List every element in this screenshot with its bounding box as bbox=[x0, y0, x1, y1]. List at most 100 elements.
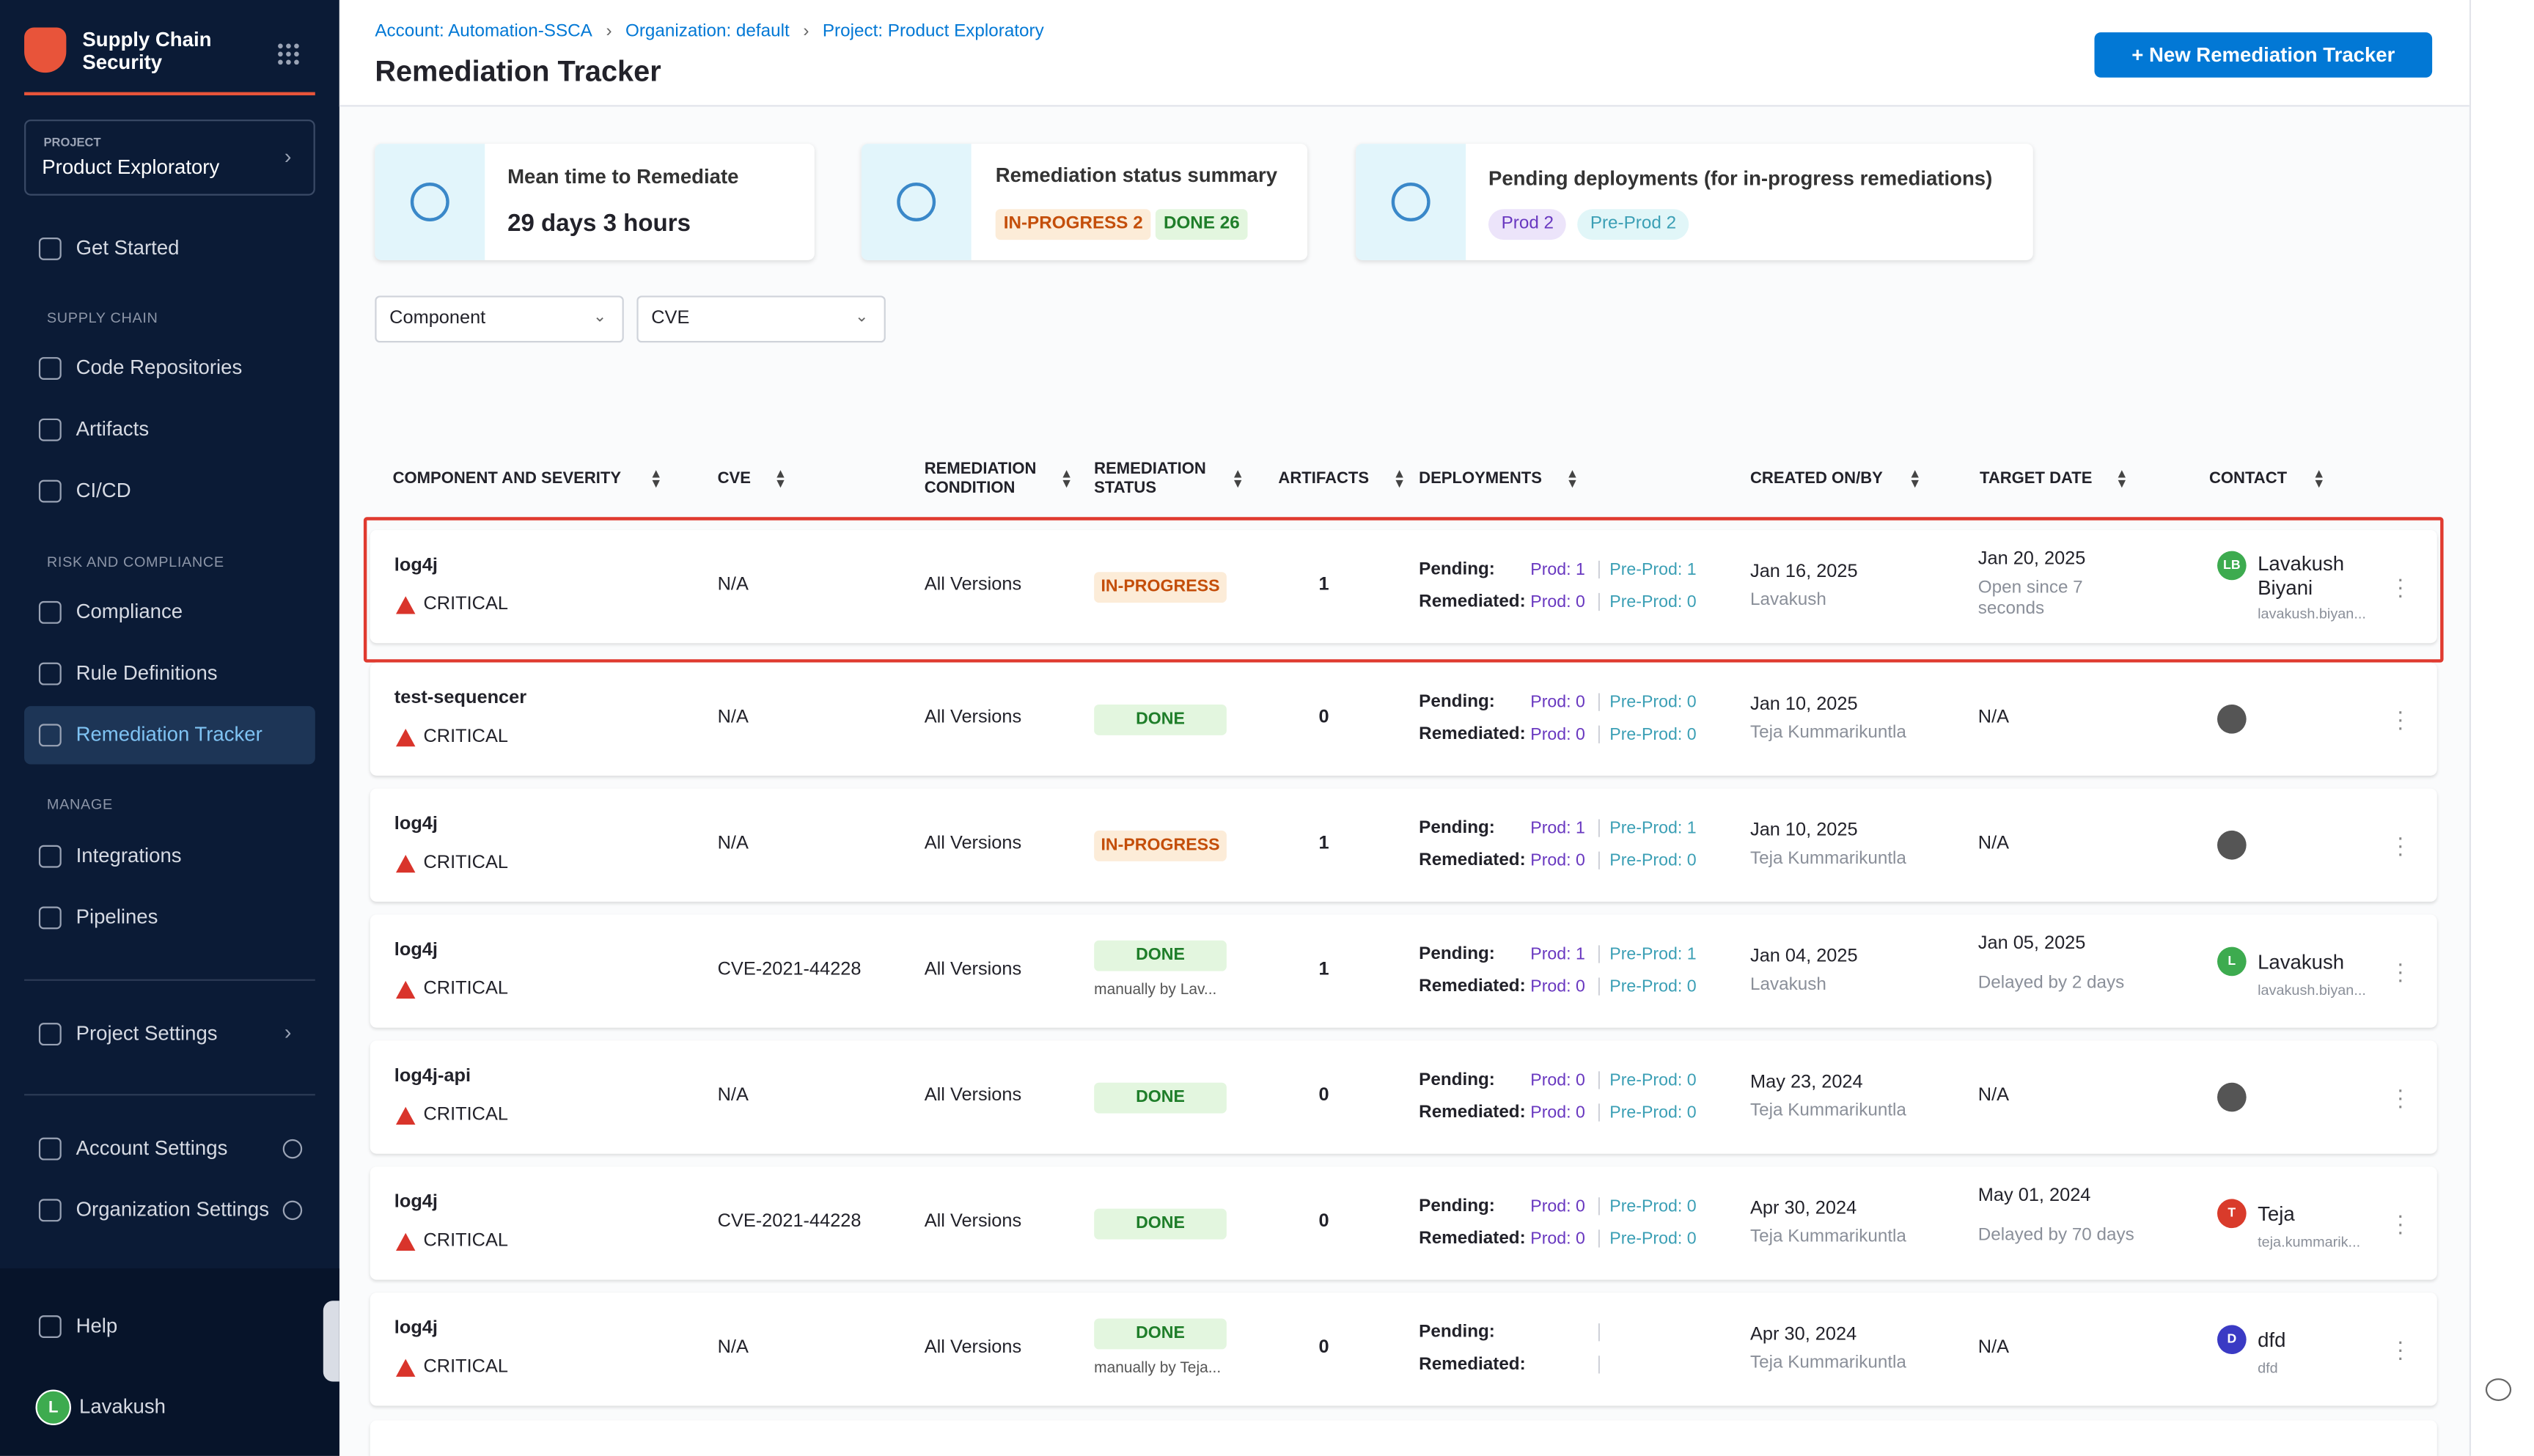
new-button[interactable]: + New Remediation Tracker bbox=[2094, 32, 2433, 78]
remediated-label: Remediated: bbox=[1419, 850, 1526, 870]
table-row bbox=[370, 788, 2437, 902]
preprod-count: Pre-Prod: 0 bbox=[1609, 977, 1697, 997]
sort-icon[interactable]: ▲ ▼ bbox=[2313, 466, 2326, 492]
chat-icon[interactable] bbox=[2485, 1378, 2512, 1401]
filter-label: CVE bbox=[651, 309, 690, 328]
apps-dot bbox=[286, 43, 291, 49]
sort-icon[interactable]: ▲ ▼ bbox=[774, 466, 787, 492]
breadcrumb[interactable]: Account: Automation-SSCA bbox=[375, 21, 592, 41]
prod-count: Prod: 1 bbox=[1530, 560, 1585, 580]
card-title: Mean time to Remediate bbox=[507, 165, 739, 188]
preprod-count: Pre-Prod: 0 bbox=[1609, 1103, 1697, 1123]
deploy-sep bbox=[1598, 1229, 1601, 1248]
target-date: N/A bbox=[1977, 1086, 2010, 1106]
created-by: Teja Kummarikuntla bbox=[1750, 1100, 1906, 1121]
icon-ring bbox=[897, 183, 936, 221]
row-menu[interactable]: · · · bbox=[2396, 1328, 2404, 1369]
preprod-count: Pre-Prod: 1 bbox=[1609, 560, 1697, 580]
row-menu[interactable]: · · · bbox=[2396, 823, 2404, 866]
nav-section: MANAGE bbox=[46, 795, 113, 812]
row-menu[interactable]: · · · bbox=[2396, 949, 2404, 992]
nav-icon bbox=[38, 237, 62, 260]
deploy-sep bbox=[1598, 851, 1601, 869]
severity-icon bbox=[395, 1106, 416, 1125]
nav-item[interactable]: Account Settings bbox=[76, 1136, 228, 1160]
severity-icon bbox=[395, 1358, 416, 1377]
prod-count: Prod: 0 bbox=[1530, 977, 1585, 997]
sort-icon[interactable]: ▲ ▼ bbox=[1059, 466, 1073, 492]
nav-item[interactable]: Organization Settings bbox=[76, 1198, 270, 1221]
breadcrumb-sep: › bbox=[606, 21, 612, 41]
divider bbox=[24, 1094, 315, 1096]
row-menu[interactable]: · · · bbox=[2396, 565, 2404, 607]
breadcrumb[interactable]: Organization: default bbox=[625, 21, 790, 41]
remediated-label: Remediated: bbox=[1419, 1103, 1526, 1122]
artifacts: 0 bbox=[1318, 1086, 1329, 1106]
contact-email: teja.kummarik... bbox=[2258, 1234, 2361, 1251]
breadcrumb-sep: › bbox=[803, 21, 809, 41]
row-menu[interactable]: · · · bbox=[2396, 697, 2404, 740]
sort-icon[interactable]: ▲ ▼ bbox=[1565, 466, 1579, 492]
nav-item[interactable]: Integrations bbox=[76, 844, 182, 867]
preprod-count: Pre-Prod: 0 bbox=[1609, 692, 1697, 713]
page-title: Remediation Tracker bbox=[375, 55, 661, 88]
severity: CRITICAL bbox=[423, 853, 508, 873]
help: Help bbox=[76, 1315, 118, 1337]
column-header: COMPONENT AND SEVERITY bbox=[392, 470, 622, 488]
nav-icon bbox=[38, 1023, 62, 1046]
sort-icon[interactable]: ▲ ▼ bbox=[650, 466, 663, 492]
nav-item[interactable]: CI/CD bbox=[76, 479, 131, 502]
target-date: Jan 20, 2025 bbox=[1977, 549, 2086, 570]
apps-dot bbox=[294, 51, 299, 57]
remediated-label: Remediated: bbox=[1419, 977, 1526, 996]
column-header: ARTIFACTS bbox=[1278, 470, 1370, 488]
severity-icon bbox=[395, 729, 416, 747]
deploy-sep bbox=[1598, 1356, 1601, 1374]
column-header: REMEDIATION STATUS bbox=[1094, 460, 1206, 498]
info-icon bbox=[282, 1139, 303, 1159]
nav-item[interactable]: Project Settings bbox=[76, 1022, 218, 1045]
status-note: manually by Lav... bbox=[1094, 981, 1217, 999]
condition: All Versions bbox=[924, 707, 1022, 728]
pending-label: Pending: bbox=[1419, 818, 1495, 838]
info-icon bbox=[282, 1200, 303, 1221]
created-by: Teja Kummarikuntla bbox=[1750, 1227, 1906, 1247]
nav-item[interactable]: Rule Definitions bbox=[76, 661, 218, 685]
cve: N/A bbox=[717, 1086, 749, 1106]
nav-item[interactable]: Remediation Tracker bbox=[76, 723, 262, 746]
preprod-count: Pre-Prod: 1 bbox=[1609, 944, 1697, 965]
status-note: manually by Teja... bbox=[1094, 1359, 1222, 1378]
row-menu[interactable]: · · · bbox=[2396, 1076, 2404, 1118]
nav-item[interactable]: Code Repositories bbox=[76, 356, 243, 379]
status-badge: IN-PROGRESS bbox=[1094, 572, 1227, 603]
cve: N/A bbox=[717, 575, 749, 595]
deploy-sep bbox=[1598, 945, 1601, 963]
row-menu[interactable]: · · · bbox=[2396, 1202, 2404, 1243]
filter-dropdown[interactable]: CVE ⌄ bbox=[636, 295, 886, 343]
nav-item[interactable]: Pipelines bbox=[76, 905, 158, 929]
target-date: May 01, 2024 bbox=[1977, 1186, 2091, 1206]
severity: CRITICAL bbox=[423, 1105, 508, 1125]
sort-icon[interactable]: ▲ ▼ bbox=[1909, 466, 1922, 492]
nav-item[interactable]: Compliance bbox=[76, 600, 183, 623]
target-note: Delayed by 70 days bbox=[1977, 1225, 2134, 1246]
sort-icon[interactable]: ▲ ▼ bbox=[2115, 466, 2129, 492]
card-value: 29 days 3 hours bbox=[507, 210, 691, 238]
nav-section: RISK AND COMPLIANCE bbox=[46, 554, 224, 570]
nav-item[interactable]: Get Started bbox=[76, 236, 180, 260]
table-row bbox=[370, 914, 2437, 1028]
sort-icon[interactable]: ▲ ▼ bbox=[1392, 466, 1406, 492]
filter-dropdown[interactable]: Component ⌄ bbox=[375, 295, 624, 343]
nav-item[interactable]: Artifacts bbox=[76, 417, 150, 441]
nav-icon bbox=[38, 418, 62, 441]
condition: All Versions bbox=[924, 960, 1022, 979]
apps-dot bbox=[286, 51, 291, 57]
nav-active bbox=[24, 706, 315, 765]
chevron: › bbox=[284, 1020, 292, 1045]
project-box[interactable] bbox=[24, 120, 315, 196]
sort-icon[interactable]: ▲ ▼ bbox=[1231, 466, 1244, 492]
breadcrumb[interactable]: Project: Product Exploratory bbox=[822, 21, 1044, 41]
severity: CRITICAL bbox=[423, 979, 508, 999]
artifacts: 1 bbox=[1318, 575, 1329, 595]
